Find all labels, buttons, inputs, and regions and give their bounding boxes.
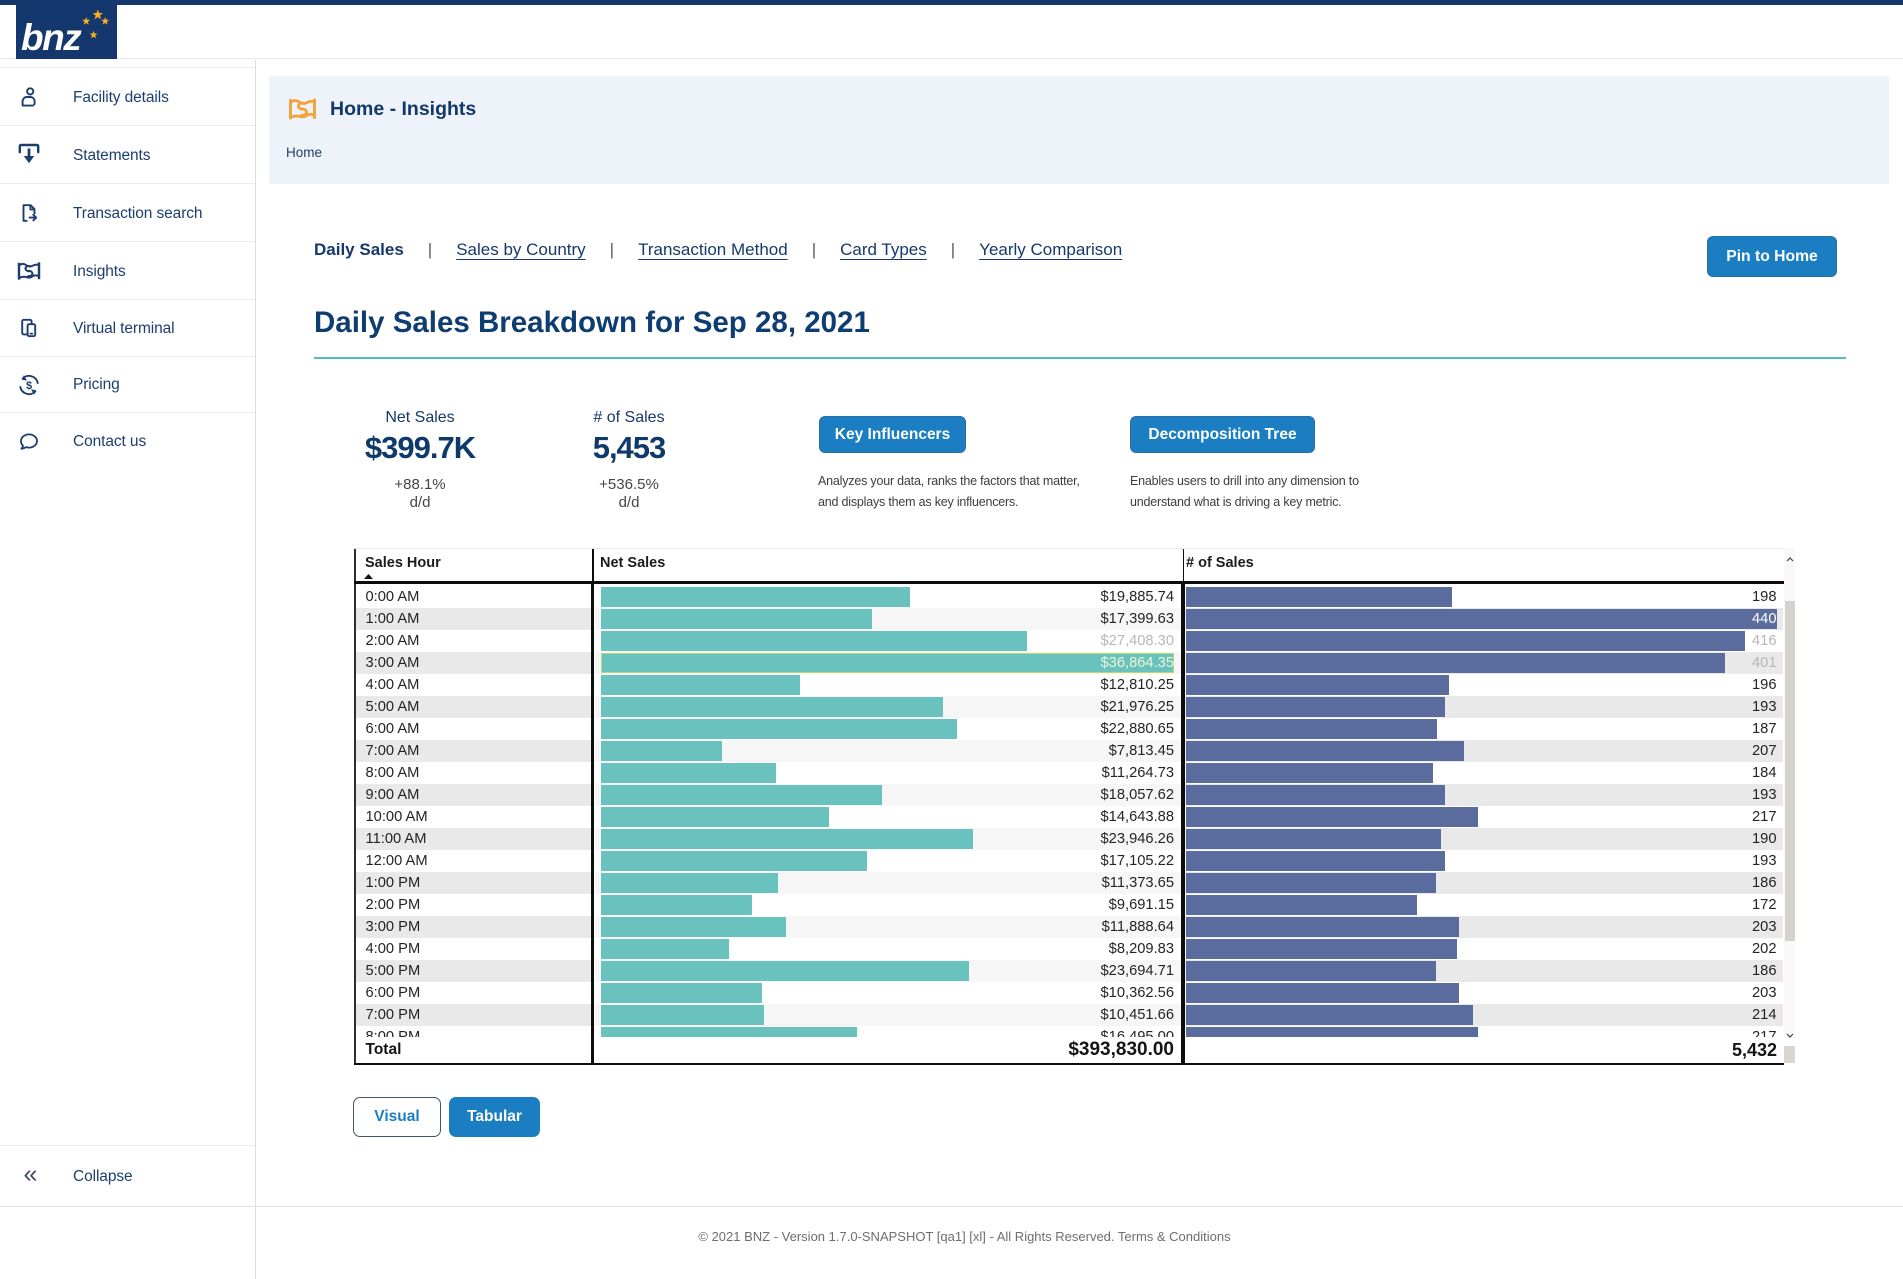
svg-text:$: $ xyxy=(26,380,32,392)
